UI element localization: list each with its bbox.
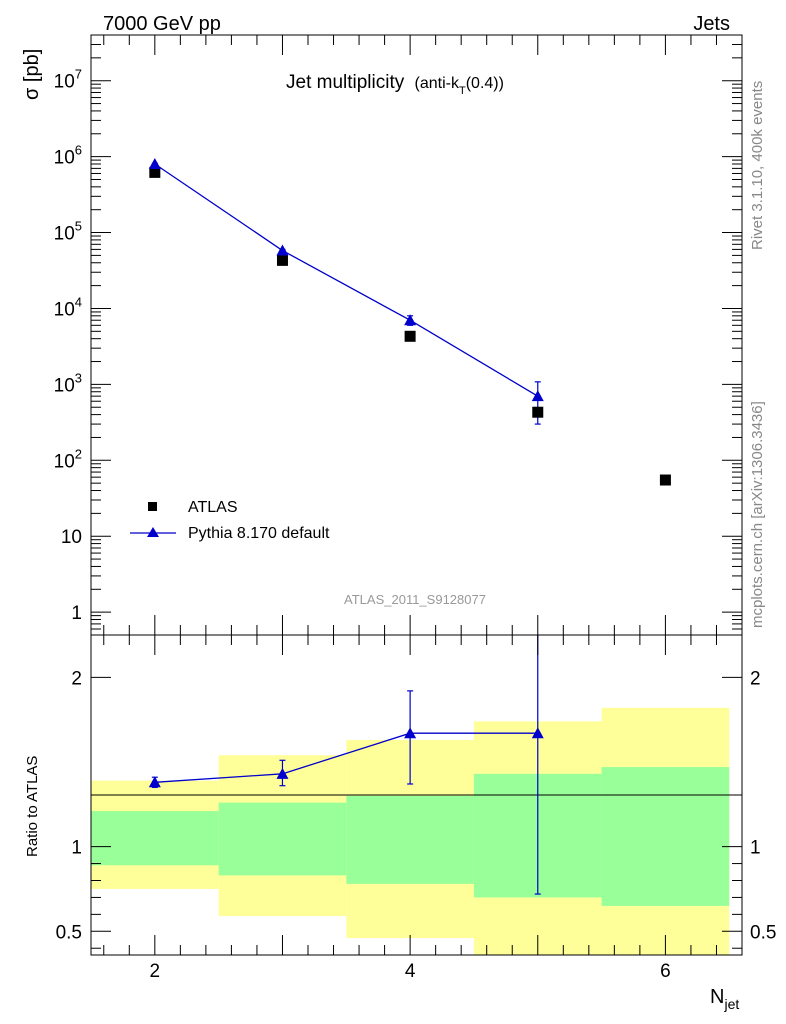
- header-energy-label: 7000 GeV pp: [103, 13, 221, 35]
- ratio-y-axis-label: Ratio to ATLAS: [24, 756, 41, 857]
- chart-title: Jet multiplicity (anti-kT(0.4)): [286, 72, 504, 97]
- x-tick-label: 4: [405, 961, 416, 982]
- chart-title-suffix: (anti-k: [415, 75, 460, 92]
- main-panel-frame: [90, 34, 743, 636]
- atlas-data-point: [149, 166, 161, 178]
- ratio-y-tick-label-left: 1: [71, 838, 82, 859]
- ratio-y-axis: 0.5 0.5 1 1 2 2: [56, 668, 776, 949]
- ratio-panel: 0.5 0.5 1 1 2 2 2 4 6 Ratio to ATLAS Njet: [24, 634, 776, 1012]
- analysis-label: ATLAS_2011_S9128077: [344, 592, 486, 607]
- main-y-tick-base: 10: [54, 299, 75, 320]
- main-y-tick-label: 103: [54, 370, 82, 396]
- main-y-tick-base: 10: [54, 72, 75, 93]
- main-y-tick-base: 10: [54, 375, 75, 396]
- main-y-tick-exponent: 2: [75, 446, 82, 461]
- ratio-y-tick-label-left: 2: [71, 668, 82, 689]
- x-tick-label: 2: [150, 961, 161, 982]
- legend-atlas-marker: [148, 502, 157, 511]
- ratio-band-inner: [218, 802, 347, 876]
- main-y-tick-exponent: 7: [75, 67, 82, 82]
- atlas-data-point: [404, 330, 416, 342]
- atlas-data-point: [659, 474, 671, 486]
- x-axis-label-main: N: [710, 986, 724, 1008]
- ratio-x-axis: 2 4 6: [103, 635, 717, 982]
- ratio-pythia-point: [531, 727, 544, 739]
- ratio-band-inner: [601, 767, 730, 906]
- ratio-y-tick-label-right: 1: [750, 838, 761, 859]
- pythia-point: [404, 314, 417, 326]
- main-y-tick-label: 1: [71, 603, 82, 624]
- atlas-data-point: [532, 406, 544, 418]
- ratio-pythia-point: [148, 776, 161, 788]
- pythia-line: [154, 163, 539, 397]
- chart-title-main: Jet multiplicity: [286, 72, 405, 93]
- ratio-pythia-line: [154, 732, 538, 783]
- chart-title-suffix-end: (0.4)): [466, 75, 504, 92]
- ratio-band-inner: [91, 811, 219, 866]
- pythia-point: [148, 157, 161, 169]
- x-tick-label: 6: [660, 961, 671, 982]
- main-y-tick-label: 102: [54, 446, 82, 472]
- main-y-tick-label: 104: [54, 294, 82, 320]
- main-y-tick-base: 10: [54, 451, 75, 472]
- legend-pythia-marker: [147, 527, 159, 537]
- main-y-tick-exponent: 6: [75, 143, 82, 158]
- legend: ATLAS Pythia 8.170 default: [130, 499, 330, 542]
- main-y-tick-exponent: 5: [75, 219, 82, 234]
- chart-title-subscript: T: [459, 85, 466, 97]
- legend-atlas-label: ATLAS: [188, 499, 238, 516]
- mcplots-citation-label: mcplots.cern.ch [arXiv:1306.3436]: [749, 401, 766, 628]
- ratio-series: [148, 635, 544, 895]
- ratio-panel-frame: [90, 634, 743, 956]
- ratio-pythia-point: [404, 727, 417, 739]
- x-axis-label: Njet: [710, 986, 739, 1012]
- main-y-tick-exponent: 3: [75, 370, 82, 385]
- main-x-ticks: [103, 35, 717, 635]
- ratio-y-tick-label-right: 2: [750, 668, 761, 689]
- ratio-band-inner: [346, 795, 474, 884]
- main-y-tick-base: 10: [54, 224, 75, 245]
- main-y-tick-base: 10: [54, 148, 75, 169]
- rivet-version-label: Rivet 3.1.10, 400k events: [749, 81, 766, 250]
- main-y-axis-label: σ [pb]: [21, 49, 43, 100]
- main-y-tick-label: 105: [54, 219, 82, 245]
- main-series: [148, 157, 671, 486]
- x-axis-label-subscript: jet: [723, 996, 739, 1012]
- pythia-point: [531, 390, 544, 402]
- ratio-pythia-point: [276, 767, 289, 779]
- ratio-y-tick-label-right: 0.5: [750, 922, 776, 943]
- main-y-tick-label: 106: [54, 143, 82, 169]
- main-y-tick-label: 107: [54, 67, 82, 93]
- legend-pythia-label: Pythia 8.170 default: [188, 525, 330, 542]
- main-y-tick-exponent: 4: [75, 294, 82, 309]
- main-y-tick-label: 10: [61, 527, 82, 548]
- ratio-y-tick-label-left: 0.5: [56, 922, 82, 943]
- pythia-point: [276, 244, 289, 256]
- header-process-label: Jets: [693, 13, 730, 35]
- atlas-data-point: [276, 254, 288, 266]
